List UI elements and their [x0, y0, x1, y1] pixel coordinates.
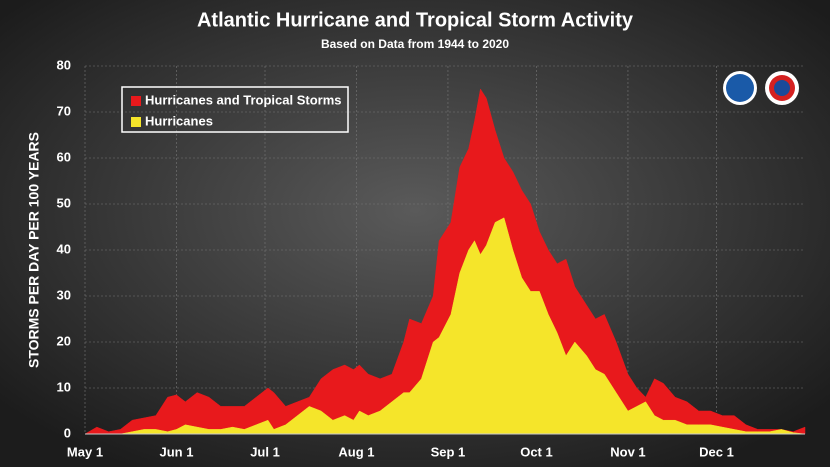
- y-tick-label: 80: [57, 57, 71, 72]
- y-tick-label: 40: [57, 241, 71, 256]
- x-tick-label: Jul 1: [250, 444, 280, 459]
- y-tick-label: 30: [57, 287, 71, 302]
- y-tick-label: 60: [57, 149, 71, 164]
- legend: Hurricanes and Tropical Storms Hurricanes: [121, 86, 349, 133]
- x-tick-label: May 1: [67, 444, 103, 459]
- y-tick-label: 0: [64, 425, 71, 440]
- x-tick-label: Jun 1: [159, 444, 193, 459]
- x-tick-label: Oct 1: [520, 444, 553, 459]
- y-tick-label: 50: [57, 195, 71, 210]
- x-tick-label: Sep 1: [431, 444, 466, 459]
- area: [84, 88, 806, 435]
- chart-subtitle: Based on Data from 1944 to 2020: [321, 37, 509, 51]
- legend-label: Hurricanes and Tropical Storms: [145, 92, 342, 107]
- x-tick-label: Aug 1: [338, 444, 374, 459]
- y-tick-label: 10: [57, 379, 71, 394]
- y-tick-label: 20: [57, 333, 71, 348]
- legend-swatch: [131, 117, 141, 127]
- legend-label: Hurricanes: [145, 113, 213, 128]
- area: [85, 217, 806, 435]
- y-tick-label: 70: [57, 103, 71, 118]
- chart-title: Atlantic Hurricane and Tropical Storm Ac…: [197, 9, 634, 31]
- logos: [723, 71, 799, 105]
- legend-swatch: [131, 96, 141, 106]
- legend-box: [121, 86, 349, 133]
- y-axis-label: STORMS PER DAY PER 100 YEARS: [26, 132, 42, 368]
- x-tick-label: Dec 1: [699, 444, 734, 459]
- x-tick-label: Nov 1: [610, 444, 645, 459]
